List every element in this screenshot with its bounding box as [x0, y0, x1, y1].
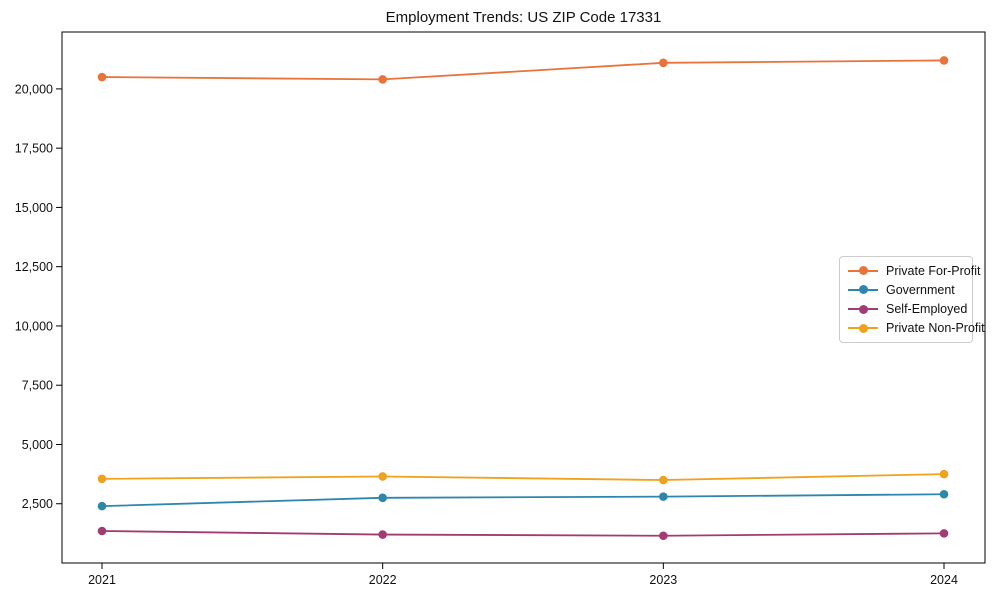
y-tick-label: 15,000 [15, 201, 53, 215]
y-tick-label: 10,000 [15, 319, 53, 333]
data-point-government-2024 [939, 489, 949, 499]
data-point-self-employed-2024 [939, 529, 949, 538]
x-tick-label: 2023 [649, 573, 677, 587]
data-point-government-2023 [659, 492, 668, 501]
data-point-private-non-profit-2023 [659, 475, 668, 485]
legend-item-self-employed: Self-Employed [848, 302, 968, 317]
legend-item-private-for-profit: Private For-Profit [848, 264, 980, 278]
legend-marker-icon [848, 323, 878, 333]
data-point-self-employed-2021 [97, 526, 107, 536]
chart-title: Employment Trends: US ZIP Code 17331 [385, 9, 662, 26]
legend-label: Private Non-Profit [886, 321, 985, 336]
legend-marker-icon [848, 304, 878, 314]
data-point-government-2021 [97, 501, 107, 511]
data-point-private-non-profit-2022 [378, 472, 387, 481]
legend-label: Self-Employed [886, 302, 968, 317]
x-tick-label: 2021 [88, 573, 116, 587]
data-point-private-for-profit-2021 [97, 72, 107, 82]
legend: Private For-Profit Government Self-Employe… [839, 256, 985, 343]
y-tick-label: 20,000 [15, 82, 53, 96]
series-line-government [101, 493, 945, 508]
y-tick-label: 12,500 [15, 260, 53, 274]
legend-marker-icon [848, 266, 878, 276]
y-tick-label: 2,500 [22, 497, 53, 511]
data-point-private-non-profit-2024 [939, 469, 949, 479]
x-tick-label: 2022 [369, 573, 397, 587]
data-point-private-for-profit-2024 [939, 56, 949, 65]
legend-marker-icon [848, 285, 878, 295]
data-point-private-non-profit-2021 [97, 474, 107, 484]
series-line-private-for-profit [101, 59, 945, 81]
legend-label: Government [886, 282, 955, 297]
x-tick-label: 2024 [930, 573, 958, 587]
series-line-private-non-profit [101, 473, 945, 481]
data-point-government-2022 [378, 493, 387, 503]
data-point-private-for-profit-2022 [378, 75, 387, 84]
y-tick-label: 5,000 [22, 438, 53, 452]
legend-item-government: Government [848, 283, 964, 297]
legend-label: Private For-Profit [886, 263, 981, 278]
data-point-private-for-profit-2023 [659, 58, 668, 68]
legend-item-private-non-profit: Private Non-Profit [848, 321, 985, 335]
data-point-self-employed-2022 [378, 530, 387, 539]
y-tick-label: 7,500 [22, 379, 53, 393]
y-tick-label: 17,500 [15, 142, 53, 156]
series-line-self-employed [101, 530, 945, 537]
plot-border [61, 31, 986, 564]
data-point-self-employed-2023 [659, 531, 668, 541]
